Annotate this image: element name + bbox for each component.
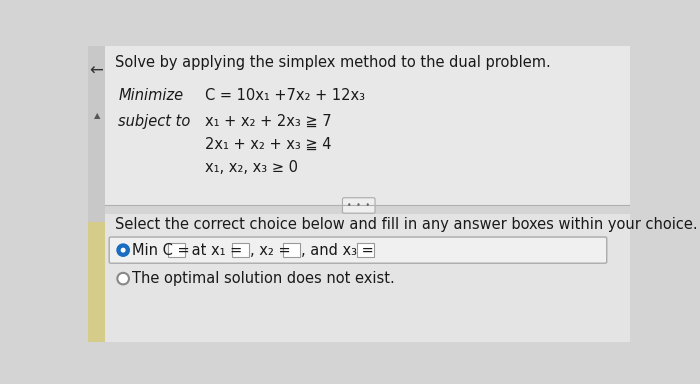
Text: x₁, x₂, x₃ ≥ 0: x₁, x₂, x₃ ≥ 0 (205, 160, 298, 175)
FancyBboxPatch shape (88, 222, 104, 342)
FancyBboxPatch shape (104, 46, 630, 205)
Text: C = 10x₁ +7x₂ + 12x₃: C = 10x₁ +7x₂ + 12x₃ (205, 88, 365, 103)
Text: Solve by applying the simplex method to the dual problem.: Solve by applying the simplex method to … (116, 55, 551, 70)
FancyBboxPatch shape (357, 243, 374, 257)
FancyBboxPatch shape (88, 46, 104, 342)
Text: , and x₃ =: , and x₃ = (302, 243, 374, 258)
Text: , x₂ =: , x₂ = (251, 243, 291, 258)
Text: Select the correct choice below and fill in any answer boxes within your choice.: Select the correct choice below and fill… (116, 217, 698, 232)
FancyBboxPatch shape (104, 214, 630, 342)
Text: at x₁ =: at x₁ = (187, 243, 242, 258)
FancyBboxPatch shape (168, 243, 185, 257)
FancyBboxPatch shape (283, 243, 300, 257)
FancyBboxPatch shape (232, 243, 248, 257)
Text: ←: ← (89, 62, 103, 80)
Circle shape (118, 273, 129, 285)
Circle shape (118, 244, 129, 256)
FancyBboxPatch shape (109, 237, 607, 263)
Text: ▲: ▲ (94, 111, 100, 120)
Text: subject to: subject to (118, 114, 191, 129)
Text: x₁ + x₂ + 2x₃ ≧ 7: x₁ + x₂ + 2x₃ ≧ 7 (205, 114, 332, 129)
Text: Min C =: Min C = (132, 243, 190, 258)
Circle shape (120, 248, 125, 253)
Text: 2x₁ + x₂ + x₃ ≧ 4: 2x₁ + x₂ + x₃ ≧ 4 (205, 137, 332, 152)
Text: The optimal solution does not exist.: The optimal solution does not exist. (132, 271, 396, 286)
Text: Minimize: Minimize (118, 88, 183, 103)
FancyBboxPatch shape (342, 198, 375, 213)
Text: •  •  •: • • • (347, 201, 370, 210)
